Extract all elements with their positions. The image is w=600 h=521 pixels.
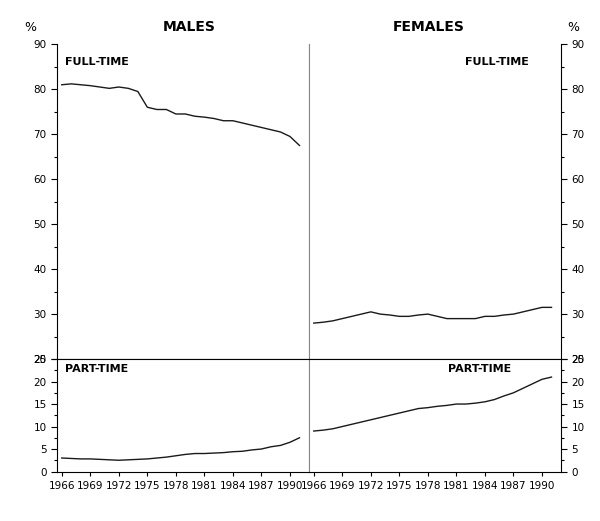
Text: FULL-TIME: FULL-TIME xyxy=(65,57,128,67)
Text: PART-TIME: PART-TIME xyxy=(65,364,128,374)
Text: %: % xyxy=(567,21,579,34)
Text: %: % xyxy=(24,21,36,34)
Text: FEMALES: FEMALES xyxy=(393,20,465,34)
Text: MALES: MALES xyxy=(163,20,215,34)
Text: FULL-TIME: FULL-TIME xyxy=(465,57,529,67)
Text: PART-TIME: PART-TIME xyxy=(448,364,511,374)
